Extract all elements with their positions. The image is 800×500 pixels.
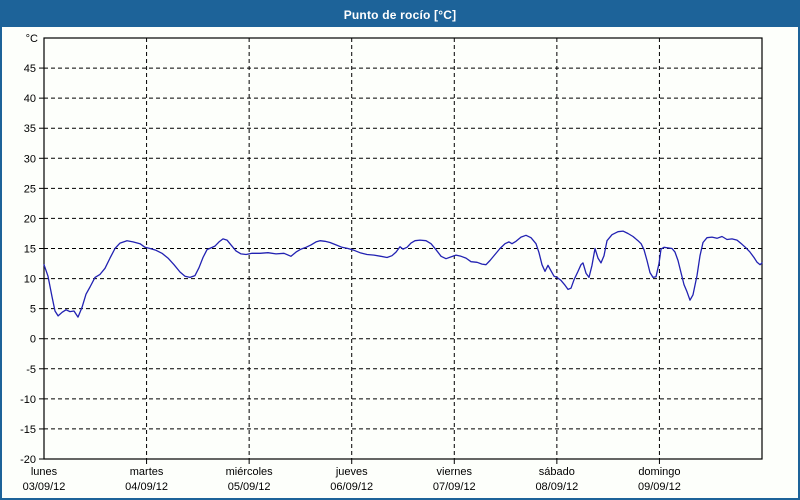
page-title: Punto de rocío [°C] — [343, 7, 457, 22]
y-tick-label: -10 — [20, 394, 36, 406]
y-tick-label: 30 — [24, 153, 36, 165]
y-tick-label: 15 — [24, 244, 36, 256]
day-label: jueves — [335, 466, 368, 478]
y-tick-label: -5 — [26, 364, 36, 376]
day-label: miércoles — [226, 466, 274, 478]
y-tick-label: 40 — [24, 93, 36, 105]
day-label: viernes — [437, 466, 473, 478]
title-bar: Punto de rocío [°C] — [2, 2, 798, 27]
date-label: 05/09/12 — [228, 481, 271, 493]
dew-point-chart: 45 40 35 30 25 20 15 10 5 0 -5 -10 -15 -20 °C lunes 03/0… — [20, 33, 763, 493]
y-tick-label: 25 — [24, 183, 36, 195]
day-label: sábado — [539, 466, 575, 478]
plot-border — [43, 37, 763, 460]
date-label: 03/09/12 — [23, 481, 66, 493]
y-tick-label: 5 — [30, 304, 36, 316]
chart-container: 45 40 35 30 25 20 15 10 5 0 -5 -10 -15 -20 °C lunes 03/0… — [2, 27, 798, 498]
day-label: domingo — [638, 466, 680, 478]
date-label: 09/09/12 — [638, 481, 681, 493]
date-label: 07/09/12 — [433, 481, 476, 493]
y-tick-label: 20 — [24, 213, 36, 225]
day-label: lunes — [31, 466, 58, 478]
date-label: 08/09/12 — [535, 481, 578, 493]
y-axis-unit-label: °C — [26, 33, 38, 45]
day-label: martes — [130, 466, 164, 478]
y-tick-label: -20 — [20, 454, 36, 466]
y-tick-label: 35 — [24, 123, 36, 135]
date-label: 04/09/12 — [125, 481, 168, 493]
y-tick-label: 10 — [24, 274, 36, 286]
dew-point-series-line — [43, 230, 763, 318]
date-label: 06/09/12 — [330, 481, 373, 493]
y-tick-label: -15 — [20, 424, 36, 436]
y-tick-label: 0 — [30, 334, 36, 346]
y-tick-label: 45 — [24, 63, 36, 75]
